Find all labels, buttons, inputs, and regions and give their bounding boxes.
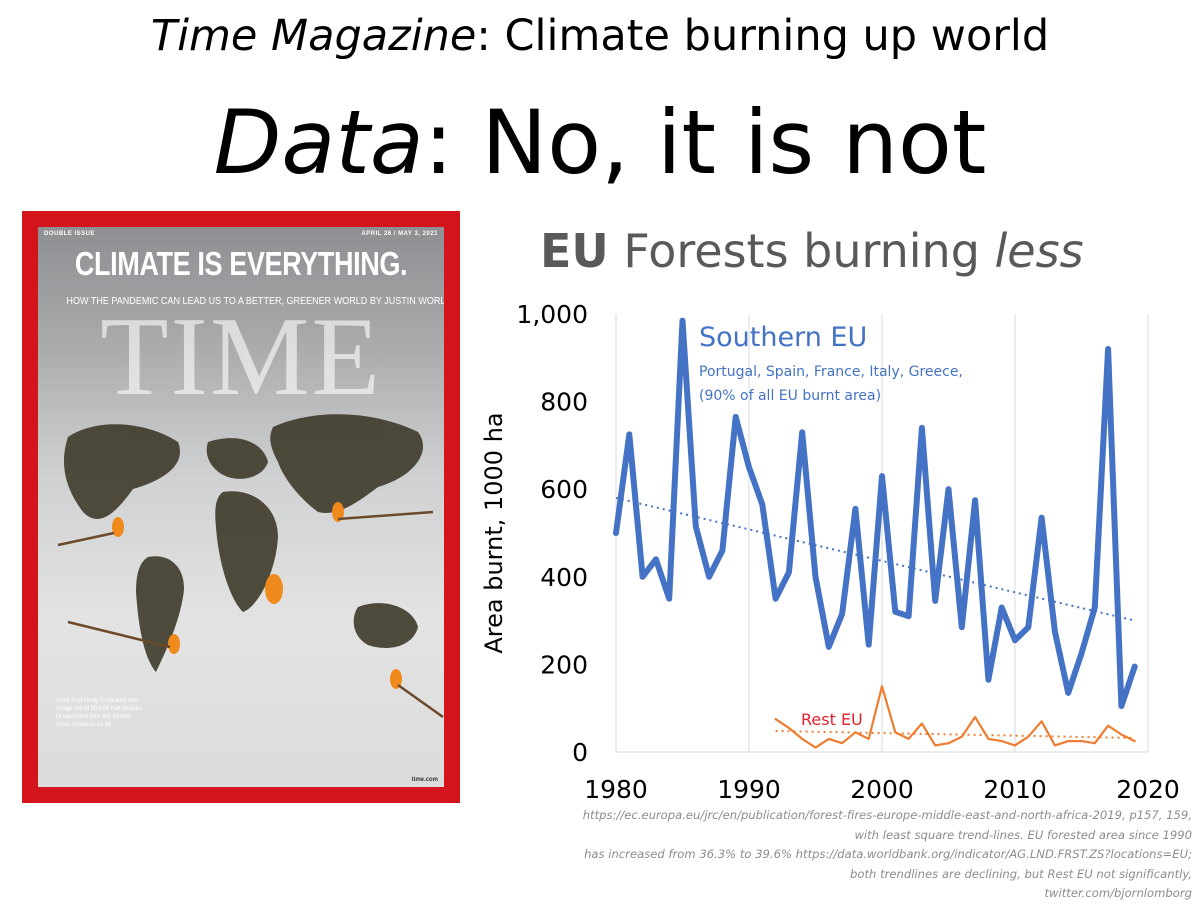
burnt-area-chart: 1980 1990 2000 2010 2020 0 200 400 600 800 1,000 Ar… xyxy=(470,290,1190,808)
cover-brand: TIME xyxy=(38,293,444,422)
y-tick-label: 0 xyxy=(572,738,588,767)
y-tick-label: 800 xyxy=(540,388,588,417)
cover-subheadline-row: HOW THE PANDEMIC CAN LEAD US TO A BETTER… xyxy=(66,295,415,307)
source-line: twitter.com/bjornlomborg xyxy=(560,884,1192,904)
cover-headline: CLIMATE IS EVERYTHING. xyxy=(75,245,408,283)
y-tick-label: 600 xyxy=(540,475,588,504)
headline-line-2: Data: No, it is not xyxy=(0,88,1200,198)
series-note-southern-eu: Portugal, Spain, France, Italy, Greece, xyxy=(699,364,963,380)
y-axis-label: Area burnt, 1000 ha xyxy=(480,412,508,653)
series-label-rest-eu: Rest EU xyxy=(801,710,863,729)
headline-line-2-text: : No, it is not xyxy=(424,91,987,194)
source-note: https://ec.europa.eu/jrc/en/publication/… xyxy=(560,806,1192,904)
x-tick-label: 2020 xyxy=(1116,775,1180,804)
cover-site: time.com xyxy=(412,777,438,783)
headline-data-word: Data xyxy=(214,91,424,194)
source-line: https://ec.europa.eu/jrc/en/publication/… xyxy=(560,806,1192,845)
x-tick-label: 1980 xyxy=(584,775,648,804)
x-tick-label: 2010 xyxy=(983,775,1047,804)
cover-issue-label: DOUBLE ISSUE xyxy=(44,231,95,237)
series-note-southern-eu: (90% of all EU burnt area) xyxy=(699,388,881,404)
chart-title-eu: EU xyxy=(540,224,609,278)
cover-date: APRIL 26 / MAY 3, 2021 xyxy=(361,231,438,237)
chart-title: EU Forests burning less xyxy=(540,224,1140,278)
headline-magazine-name: Time Magazine xyxy=(151,11,477,61)
y-tick-label: 400 xyxy=(540,563,588,592)
headline-line-1-text: : Climate burning up world xyxy=(476,11,1049,61)
chart-title-less: less xyxy=(995,224,1084,278)
trend-line-1 xyxy=(776,731,1135,738)
magazine-cover: DOUBLE ISSUE APRIL 26 / MAY 3, 2021 TIME… xyxy=(22,211,460,803)
cover-caption: Artist Pod Hong Yi created this image ou… xyxy=(56,697,146,729)
magazine-cover-image: DOUBLE ISSUE APRIL 26 / MAY 3, 2021 TIME… xyxy=(38,227,444,787)
x-tick-label: 1990 xyxy=(717,775,781,804)
source-line: has increased from 36.3% to 39.6% https:… xyxy=(560,845,1192,884)
series-label-southern-eu: Southern EU xyxy=(699,322,867,353)
cover-subheadline: HOW THE PANDEMIC CAN LEAD US TO A BETTER… xyxy=(66,295,367,307)
cover-byline: BY JUSTIN WORLAND xyxy=(370,295,444,307)
y-tick-label: 200 xyxy=(540,650,588,679)
x-tick-label: 2000 xyxy=(850,775,914,804)
y-tick-label: 1,000 xyxy=(516,300,588,329)
headline-line-1: Time Magazine: Climate burning up world xyxy=(0,8,1200,64)
chart-title-text: Forests burning xyxy=(609,224,995,278)
